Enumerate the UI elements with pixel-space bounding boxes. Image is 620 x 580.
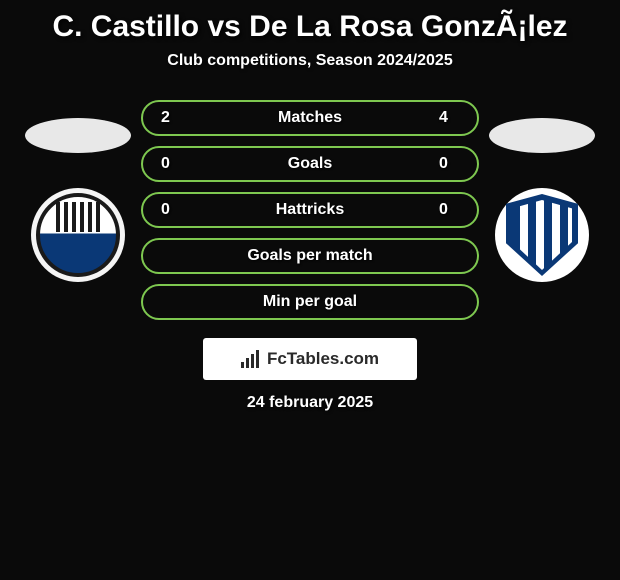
- stat-label: Hattricks: [181, 201, 439, 219]
- subtitle: Club competitions, Season 2024/2025: [167, 52, 452, 70]
- stat-row-goals-per-match: Goals per match: [141, 238, 479, 274]
- stat-row-matches: 2 Matches 4: [141, 100, 479, 136]
- stat-row-goals: 0 Goals 0: [141, 146, 479, 182]
- stats-list: 2 Matches 4 0 Goals 0 0 Hattricks 0 Goal…: [141, 100, 479, 320]
- branding-text: FcTables.com: [267, 349, 379, 369]
- team-badge-right: [495, 188, 589, 282]
- stat-right-value: 0: [439, 155, 459, 173]
- left-team-column: [25, 100, 131, 282]
- right-team-column: [489, 100, 595, 282]
- stat-left-value: 0: [161, 155, 181, 173]
- player-photo-right: [489, 118, 595, 153]
- stat-left-value: 2: [161, 109, 181, 127]
- footer: FcTables.com 24 february 2025: [203, 338, 417, 412]
- stat-label: Min per goal: [181, 293, 439, 311]
- stat-left-value: 0: [161, 201, 181, 219]
- comparison-infographic: C. Castillo vs De La Rosa GonzÃ¡lez Club…: [0, 0, 620, 580]
- chart-icon: [241, 350, 261, 368]
- stat-label: Goals per match: [181, 247, 439, 265]
- shield-icon: [506, 194, 578, 276]
- stat-row-min-per-goal: Min per goal: [141, 284, 479, 320]
- stat-label: Goals: [181, 155, 439, 173]
- stat-label: Matches: [181, 109, 439, 127]
- stats-area: 2 Matches 4 0 Goals 0 0 Hattricks 0 Goal…: [0, 100, 620, 320]
- player-photo-left: [25, 118, 131, 153]
- stat-right-value: 0: [439, 201, 459, 219]
- team-badge-left: [31, 188, 125, 282]
- stat-right-value: 4: [439, 109, 459, 127]
- branding-box: FcTables.com: [203, 338, 417, 380]
- page-title: C. Castillo vs De La Rosa GonzÃ¡lez: [52, 10, 567, 44]
- stat-row-hattricks: 0 Hattricks 0: [141, 192, 479, 228]
- date-text: 24 february 2025: [247, 394, 373, 412]
